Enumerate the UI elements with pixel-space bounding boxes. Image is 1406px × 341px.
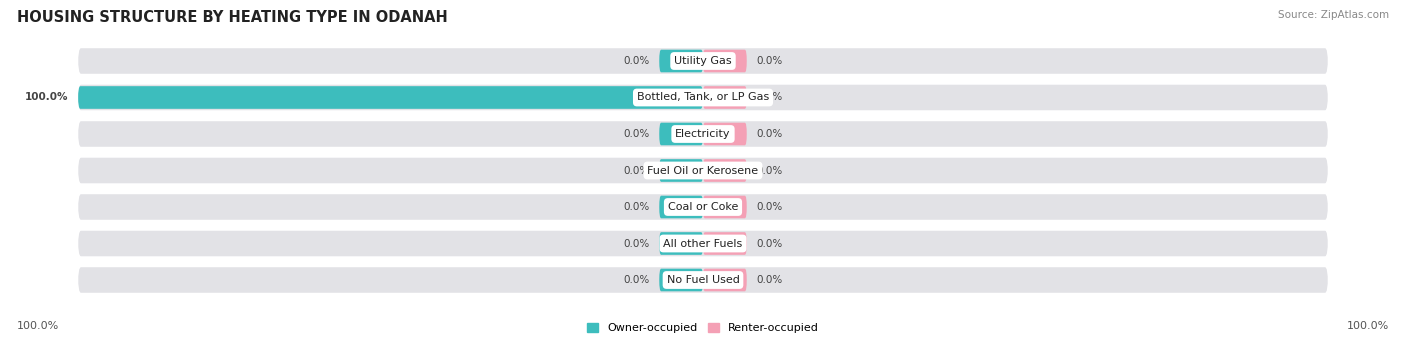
Text: Bottled, Tank, or LP Gas: Bottled, Tank, or LP Gas — [637, 92, 769, 103]
FancyBboxPatch shape — [703, 50, 747, 72]
Text: 0.0%: 0.0% — [624, 165, 650, 176]
FancyBboxPatch shape — [703, 232, 747, 255]
FancyBboxPatch shape — [659, 123, 703, 145]
FancyBboxPatch shape — [659, 232, 703, 255]
Legend: Owner-occupied, Renter-occupied: Owner-occupied, Renter-occupied — [586, 323, 820, 333]
Text: 0.0%: 0.0% — [756, 129, 782, 139]
Text: 0.0%: 0.0% — [624, 202, 650, 212]
Text: No Fuel Used: No Fuel Used — [666, 275, 740, 285]
FancyBboxPatch shape — [659, 159, 703, 182]
Text: Source: ZipAtlas.com: Source: ZipAtlas.com — [1278, 10, 1389, 20]
FancyBboxPatch shape — [79, 86, 703, 109]
FancyBboxPatch shape — [703, 86, 747, 109]
Text: 0.0%: 0.0% — [756, 238, 782, 249]
FancyBboxPatch shape — [79, 121, 1327, 147]
Text: HOUSING STRUCTURE BY HEATING TYPE IN ODANAH: HOUSING STRUCTURE BY HEATING TYPE IN ODA… — [17, 10, 447, 25]
FancyBboxPatch shape — [703, 123, 747, 145]
Text: 0.0%: 0.0% — [756, 165, 782, 176]
FancyBboxPatch shape — [659, 50, 703, 72]
Text: Fuel Oil or Kerosene: Fuel Oil or Kerosene — [647, 165, 759, 176]
FancyBboxPatch shape — [659, 269, 703, 291]
FancyBboxPatch shape — [703, 196, 747, 218]
Text: All other Fuels: All other Fuels — [664, 238, 742, 249]
Text: 0.0%: 0.0% — [756, 202, 782, 212]
Text: Coal or Coke: Coal or Coke — [668, 202, 738, 212]
Text: Electricity: Electricity — [675, 129, 731, 139]
FancyBboxPatch shape — [703, 269, 747, 291]
Text: 100.0%: 100.0% — [17, 321, 59, 331]
Text: Utility Gas: Utility Gas — [675, 56, 731, 66]
FancyBboxPatch shape — [79, 48, 1327, 74]
Text: 0.0%: 0.0% — [624, 275, 650, 285]
Text: 0.0%: 0.0% — [756, 275, 782, 285]
Text: 100.0%: 100.0% — [25, 92, 69, 103]
FancyBboxPatch shape — [79, 267, 1327, 293]
Text: 0.0%: 0.0% — [624, 56, 650, 66]
FancyBboxPatch shape — [703, 159, 747, 182]
Text: 0.0%: 0.0% — [756, 92, 782, 103]
FancyBboxPatch shape — [659, 196, 703, 218]
FancyBboxPatch shape — [79, 231, 1327, 256]
Text: 0.0%: 0.0% — [624, 238, 650, 249]
Text: 0.0%: 0.0% — [756, 56, 782, 66]
Text: 100.0%: 100.0% — [1347, 321, 1389, 331]
Text: 0.0%: 0.0% — [624, 129, 650, 139]
FancyBboxPatch shape — [79, 85, 1327, 110]
FancyBboxPatch shape — [79, 194, 1327, 220]
FancyBboxPatch shape — [79, 158, 1327, 183]
